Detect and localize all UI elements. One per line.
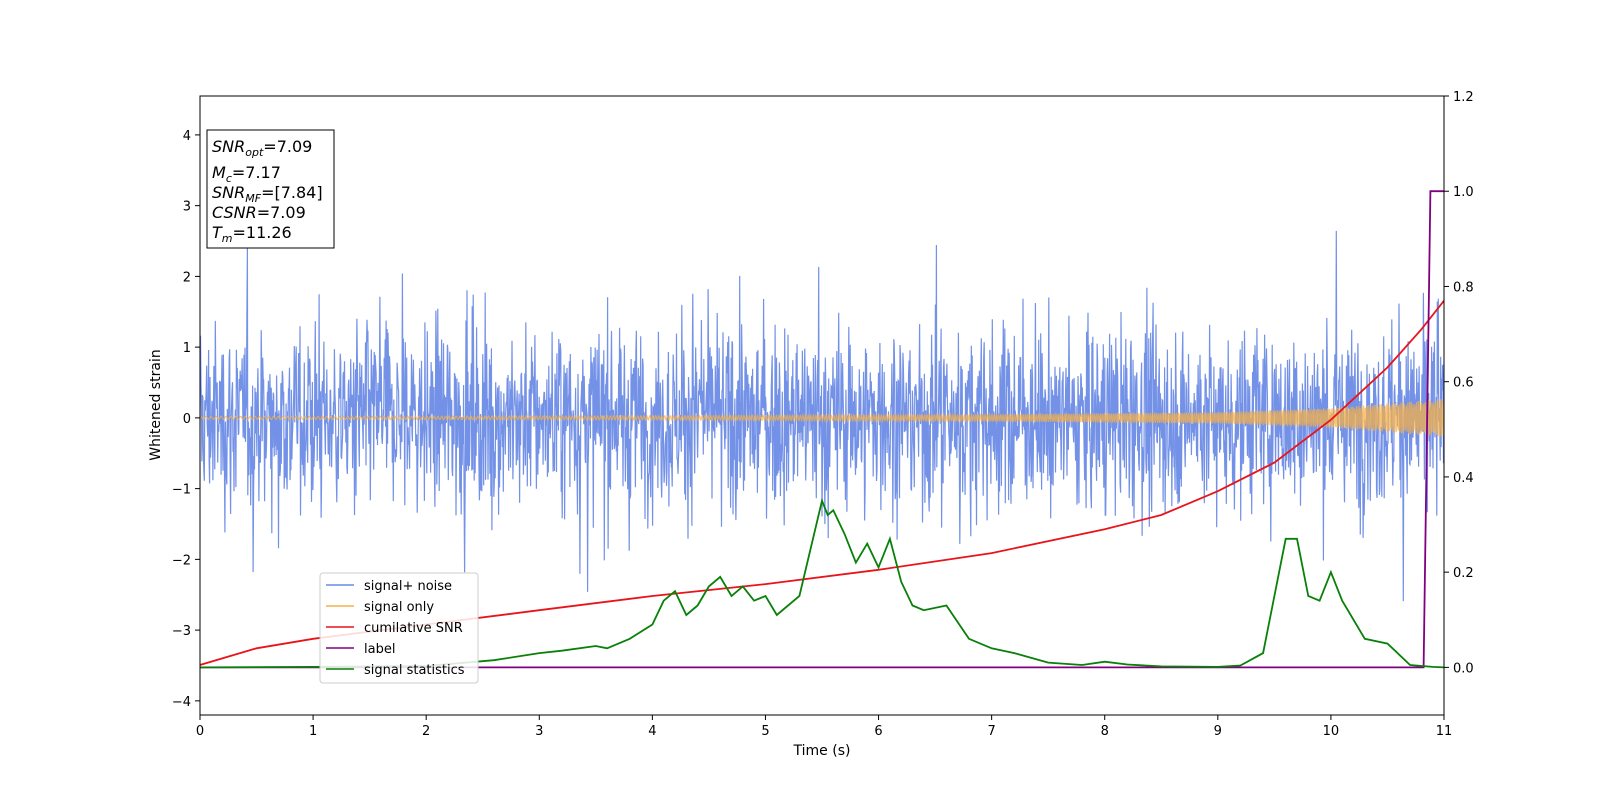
series-line-signal-statistics — [200, 497, 1444, 669]
stat-snr-opt: SNRopt=7.09 — [212, 137, 312, 159]
stat-mc: Mc=7.17 — [212, 163, 281, 185]
y-tick-label: 0 — [183, 412, 191, 427]
y-tick-label: 2 — [183, 270, 191, 285]
legend-label-label: label — [364, 642, 395, 657]
legend: signal+ noise signal only cumilative SNR… — [319, 572, 479, 684]
y-axis-title: Whitened strain — [148, 349, 164, 460]
stats-box: SNRopt=7.09 Mc=7.17 SNRMF=[7.84] CSNR=7.… — [206, 129, 335, 249]
x-tick-label: 8 — [1101, 724, 1109, 739]
y-axis-right: 1.2 1.0 0.8 0.6 0.4 0.2 0.0 — [1444, 90, 1474, 676]
legend-label-signal-statistics: signal statistics — [364, 663, 465, 678]
y-tick-label: −4 — [172, 695, 191, 710]
y-tick-label: −2 — [172, 553, 191, 568]
y2-tick-label: 0.6 — [1453, 376, 1474, 391]
y2-tick-label: 0.0 — [1453, 661, 1474, 676]
y2-tick-label: 1.2 — [1453, 90, 1474, 105]
y2-tick-label: 0.8 — [1453, 280, 1474, 295]
x-tick-label: 11 — [1436, 724, 1453, 739]
x-tick-label: 0 — [196, 724, 204, 739]
x-tick-label: 4 — [648, 724, 656, 739]
x-tick-label: 6 — [874, 724, 882, 739]
x-axis: 0 1 2 3 4 5 6 7 8 9 10 11 — [196, 715, 1452, 739]
y2-tick-label: 0.4 — [1453, 471, 1474, 486]
x-tick-label: 10 — [1323, 724, 1340, 739]
series-line-signal-only — [200, 399, 1444, 437]
x-tick-label: 1 — [309, 724, 317, 739]
y2-tick-label: 1.0 — [1453, 185, 1474, 200]
y2-tick-label: 0.2 — [1453, 566, 1474, 581]
plot-frame — [199, 95, 1445, 716]
x-tick-label: 5 — [761, 724, 769, 739]
y-tick-label: 1 — [183, 341, 191, 356]
x-tick-label: 9 — [1214, 724, 1222, 739]
stat-tm: Tm=11.26 — [212, 223, 292, 245]
y-tick-label: 3 — [183, 200, 191, 215]
x-tick-label: 7 — [987, 724, 995, 739]
legend-label-signal-noise: signal+ noise — [364, 579, 452, 594]
series-line-label — [200, 190, 1444, 669]
y-tick-label: 4 — [183, 129, 191, 144]
legend-label-cumulative-snr: cumilative SNR — [364, 621, 463, 636]
stat-snr-mf: SNRMF=[7.84] — [212, 183, 323, 205]
y-tick-label: −1 — [172, 483, 191, 498]
y-axis-left: 4 3 2 1 0 −1 −2 −3 −4 — [172, 129, 200, 710]
x-axis-title: Time (s) — [793, 743, 851, 759]
stat-csnr: CSNR=7.09 — [212, 203, 306, 222]
y-tick-label: −3 — [172, 624, 191, 639]
legend-label-signal-only: signal only — [364, 600, 434, 615]
series-line-signal-noise — [200, 230, 1444, 602]
x-tick-label: 3 — [535, 724, 543, 739]
x-tick-label: 2 — [422, 724, 430, 739]
